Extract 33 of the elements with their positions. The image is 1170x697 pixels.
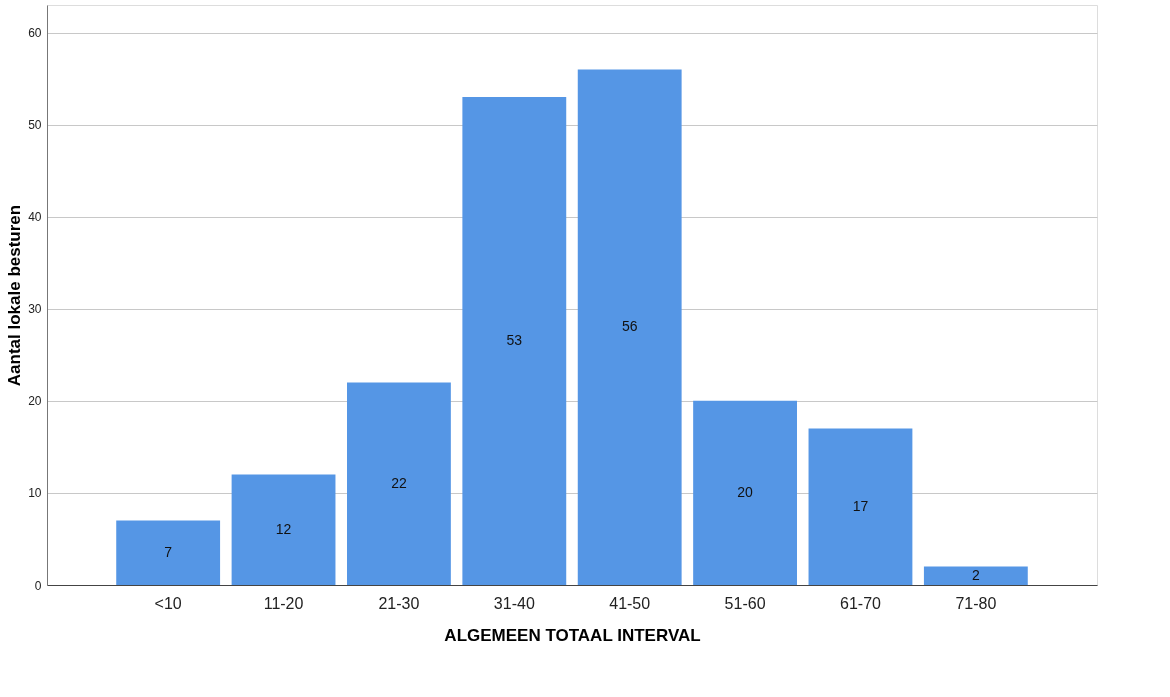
- x-tick-label: 51-60: [724, 594, 766, 612]
- y-tick-label: 40: [28, 210, 42, 225]
- x-tick-label: 31-40: [493, 594, 535, 612]
- bar: [347, 382, 451, 585]
- x-tick-label: 11-20: [263, 594, 304, 612]
- data-label: 17: [852, 497, 869, 514]
- y-tick-label: 30: [28, 302, 42, 317]
- bar: [577, 69, 682, 585]
- x-tick-label: 71-80: [955, 594, 997, 612]
- x-axis-title: ALGEMEEN TOTAAL INTERVAL: [444, 625, 701, 645]
- bar: [923, 566, 1028, 585]
- x-tick-label: <10: [154, 594, 182, 612]
- data-label: 2: [971, 566, 980, 583]
- data-label: 56: [621, 318, 638, 335]
- data-label: 7: [164, 543, 173, 560]
- bar: [462, 97, 567, 585]
- bar: [808, 428, 913, 585]
- y-tick-label: 50: [28, 118, 42, 133]
- bar: [693, 400, 797, 585]
- x-tick-label: 61-70: [840, 594, 882, 612]
- y-tick-label: 10: [28, 486, 42, 501]
- data-label: 20: [737, 483, 754, 500]
- data-label: 53: [506, 332, 523, 349]
- data-label: 22: [391, 474, 407, 491]
- y-axis-title: Aantal lokale besturen: [5, 204, 25, 387]
- data-label: 12: [275, 520, 292, 537]
- x-tick-label: 21-30: [378, 594, 420, 612]
- y-tick-label: 20: [28, 394, 42, 409]
- bar: [231, 474, 336, 585]
- y-tick-label: 60: [28, 26, 42, 41]
- y-tick-label: 0: [34, 578, 42, 593]
- bar: [116, 520, 221, 585]
- x-tick-label: 41-50: [609, 594, 651, 612]
